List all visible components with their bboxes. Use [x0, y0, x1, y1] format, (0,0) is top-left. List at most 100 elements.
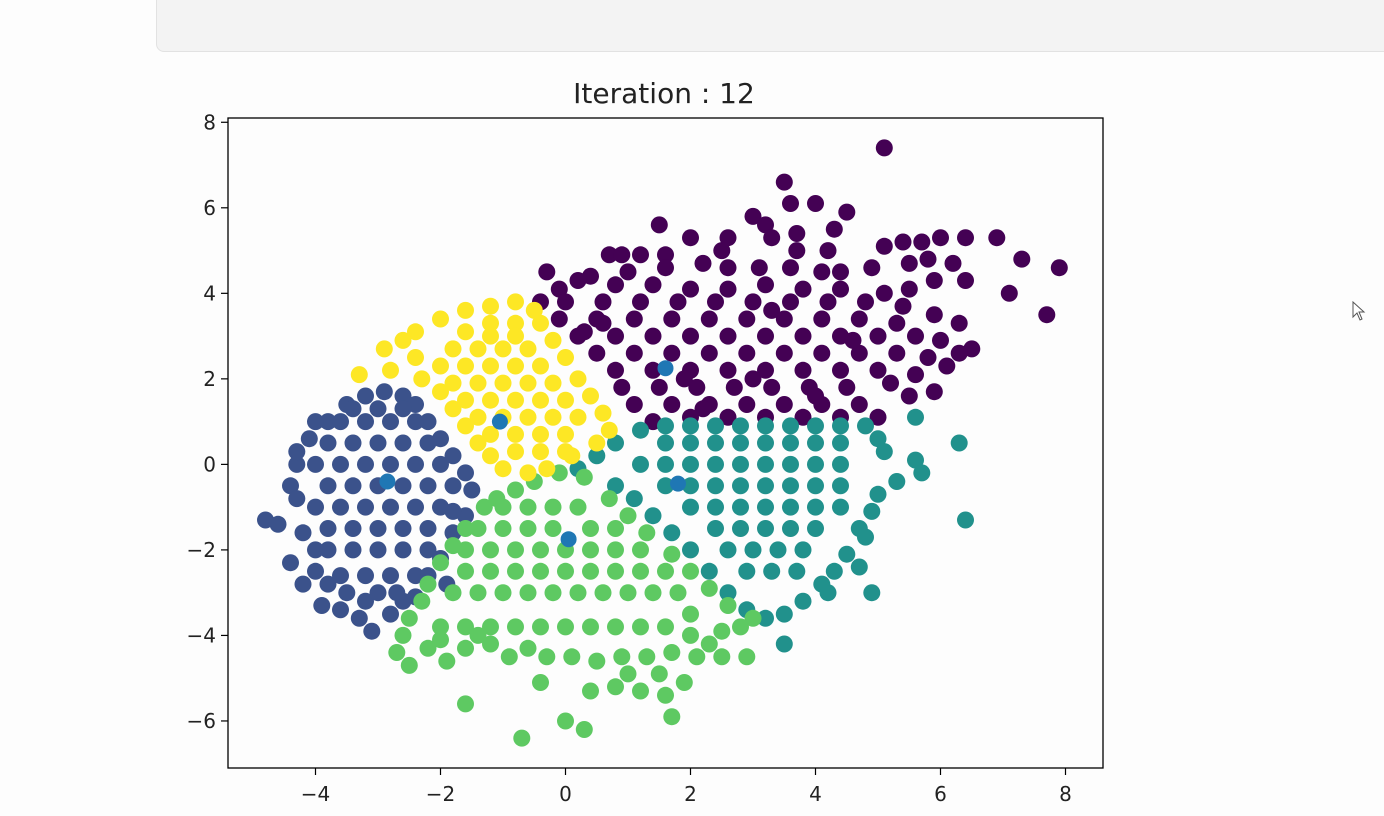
cluster-0-point [688, 378, 706, 396]
cluster-0-point [607, 276, 624, 294]
cluster-0-point [675, 370, 693, 388]
cluster-3-point [619, 665, 637, 683]
cluster-2-point [869, 430, 887, 448]
cluster-2-point [807, 434, 824, 452]
cluster-0-point [682, 229, 699, 247]
cluster-3-point [713, 622, 731, 640]
cluster-1-point [444, 477, 462, 495]
cluster-4-point [444, 374, 462, 392]
cluster-2-point [719, 584, 737, 602]
cluster-1-point [357, 498, 374, 516]
cluster-0-point [782, 259, 799, 277]
cluster-1-point [288, 490, 306, 508]
cluster-2-point [757, 434, 774, 452]
cluster-3-point [469, 584, 487, 602]
cluster-4-point [532, 425, 549, 443]
cluster-0-point [875, 139, 893, 157]
cluster-1-point [388, 584, 406, 602]
cluster-2-point [869, 485, 887, 503]
cluster-0-point [763, 301, 781, 319]
cluster-3-point [607, 678, 624, 696]
cluster-1-point [319, 413, 337, 431]
cluster-3-point [438, 652, 456, 670]
cluster-1-point [288, 443, 306, 461]
cluster-0-point [682, 327, 699, 345]
cluster-3-point [532, 618, 549, 636]
cluster-2-point [794, 592, 812, 610]
cluster-4-point [569, 370, 587, 388]
cluster-2-point [657, 417, 674, 435]
cluster-1-point [457, 464, 474, 482]
cluster-4-point [582, 387, 599, 405]
cluster-4-point [538, 460, 556, 478]
cluster-2-point [807, 477, 824, 495]
cluster-3-point [457, 695, 474, 713]
cluster-2-point [950, 434, 968, 452]
cluster-3-point [544, 498, 562, 516]
cluster-0-point [650, 216, 668, 234]
cluster-1-point [344, 400, 362, 418]
cluster-4-point [407, 349, 424, 366]
cluster-3-point [519, 584, 537, 602]
cluster-3-point [700, 579, 718, 597]
cluster-0-point [757, 276, 774, 294]
cluster-3-point [607, 562, 624, 580]
cluster-3-point [419, 575, 437, 593]
cluster-3-point [569, 498, 587, 516]
cluster-2-point [775, 635, 793, 653]
cluster-0-point [682, 280, 699, 298]
cluster-2-point [832, 455, 849, 473]
y-tick-label: 0 [203, 452, 216, 476]
cluster-2-point [757, 477, 774, 495]
cluster-2-point [732, 498, 749, 516]
y-tick-label: 8 [203, 110, 216, 134]
cluster-4-point [457, 357, 474, 375]
cluster-4-point [507, 293, 524, 311]
cluster-2-point [832, 498, 849, 516]
cluster-0-point [694, 254, 712, 272]
cluster-1-point [463, 481, 481, 499]
cluster-1-point [369, 584, 387, 602]
cluster-2-point [782, 417, 799, 435]
cluster-0-point [607, 361, 624, 379]
cluster-2-point [682, 541, 699, 559]
cluster-4-point [507, 443, 524, 461]
cluster-2-point [832, 417, 849, 435]
cluster-0-point [700, 310, 718, 328]
cluster-0-point [632, 293, 649, 311]
cluster-3-point [713, 648, 731, 666]
cluster-3-point [400, 609, 418, 627]
cluster-1-point [332, 567, 349, 585]
cluster-4-point [482, 447, 499, 465]
cluster-4-point [507, 425, 524, 443]
cluster-0-point [719, 280, 737, 298]
cluster-3-point [507, 618, 524, 636]
cluster-1-point [319, 575, 337, 593]
cluster-1-point [369, 541, 387, 559]
cluster-3-point [563, 648, 581, 666]
cluster-0-point [1050, 259, 1068, 277]
cluster-2-point [763, 562, 781, 580]
cluster-3-point [632, 541, 649, 559]
cluster-2-point [757, 520, 774, 537]
cluster-4-point [532, 443, 549, 461]
cluster-0-point [932, 229, 949, 247]
cluster-0-point [838, 378, 856, 396]
y-tick-label: −6 [187, 709, 216, 733]
cluster-3-point [544, 520, 562, 537]
cluster-3-centroid [560, 531, 577, 548]
cluster-2-point [832, 477, 849, 495]
cluster-0-point [813, 263, 831, 281]
cluster-0-point [825, 220, 843, 238]
cluster-0-point [644, 327, 662, 345]
cluster-2-point [907, 451, 924, 469]
cluster-1-point [407, 455, 424, 473]
cluster-2-point [782, 434, 799, 452]
cluster-1-point [394, 400, 412, 418]
x-tick-label: 2 [684, 782, 697, 806]
cluster-3-point [632, 618, 649, 636]
cluster-3-point [532, 674, 549, 691]
cluster-2-point [738, 562, 756, 580]
cluster-0-point [557, 293, 574, 311]
cluster-2-point [657, 434, 674, 452]
